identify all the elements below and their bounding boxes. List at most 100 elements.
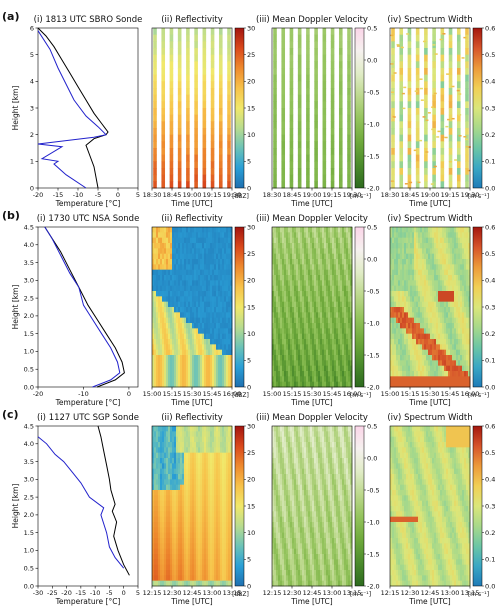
data-stripe xyxy=(289,101,294,109)
data-cell xyxy=(198,365,201,372)
data-stripe xyxy=(289,34,294,42)
data-cell xyxy=(450,301,453,308)
data-stripe xyxy=(399,174,404,182)
data-cell xyxy=(406,280,409,287)
data-cell xyxy=(444,237,447,244)
data-cell xyxy=(348,349,351,356)
data-stripe xyxy=(169,28,174,36)
data-cell xyxy=(428,328,431,335)
data-cell xyxy=(350,360,353,367)
data-stripe xyxy=(465,128,469,136)
data-cell xyxy=(208,264,211,271)
data-cell xyxy=(316,355,319,361)
data-cell xyxy=(186,344,189,351)
data-cell xyxy=(162,554,165,560)
colorbar-tick-label: 30 xyxy=(247,223,255,231)
data-cell xyxy=(332,253,335,260)
data-cell xyxy=(428,376,431,383)
data-cell xyxy=(444,296,447,303)
data-cell xyxy=(326,264,329,271)
data-cell xyxy=(418,333,421,340)
data-cell xyxy=(210,349,213,356)
data-stripe xyxy=(330,161,335,169)
data-stripe xyxy=(273,54,277,62)
data-cell xyxy=(462,355,465,361)
data-cell xyxy=(308,301,311,308)
y-tick-label: 3.5 xyxy=(24,458,34,466)
data-cell xyxy=(194,333,197,340)
data-cell xyxy=(396,269,399,276)
data-cell xyxy=(336,237,339,244)
data-cell xyxy=(170,490,173,496)
data-cell xyxy=(340,285,343,292)
data-cell xyxy=(422,232,425,239)
data-cell xyxy=(396,376,399,383)
data-cell xyxy=(416,259,419,265)
x-tick-label: 19:00 xyxy=(303,191,322,199)
data-stripe xyxy=(432,134,436,142)
data-cell xyxy=(340,232,343,239)
data-cell xyxy=(456,328,459,335)
data-speck xyxy=(463,135,467,138)
data-stripe xyxy=(432,101,436,109)
data-cell xyxy=(184,371,187,377)
data-cell xyxy=(166,511,169,518)
data-cell xyxy=(154,532,157,539)
data-cell xyxy=(308,323,311,329)
data-cell xyxy=(290,344,293,351)
data-cell xyxy=(338,371,341,377)
x-tick-label: 18:45 xyxy=(283,191,302,199)
data-cell xyxy=(308,269,311,276)
data-cell xyxy=(184,280,187,287)
data-cell xyxy=(210,269,213,276)
data-cell xyxy=(444,355,447,361)
data-stripe xyxy=(347,81,351,89)
data-stripe xyxy=(186,108,190,116)
data-cell xyxy=(462,344,465,351)
data-cell xyxy=(168,317,171,324)
data-cell xyxy=(454,339,457,345)
data-cell xyxy=(302,312,305,319)
data-cell xyxy=(164,344,167,351)
data-cell xyxy=(344,280,347,287)
data-cell xyxy=(272,253,275,260)
data-stripe xyxy=(273,181,277,189)
data-cell xyxy=(326,307,329,313)
data-cell xyxy=(400,333,403,340)
data-cell xyxy=(166,248,169,255)
data-cell xyxy=(408,349,411,356)
data-cell xyxy=(426,323,429,329)
data-cell xyxy=(350,291,353,297)
data-stripe xyxy=(210,94,215,102)
data-cell xyxy=(166,522,169,528)
data-cell xyxy=(166,580,169,587)
data-stripe xyxy=(297,94,302,102)
data-cell xyxy=(226,285,229,292)
data-cell xyxy=(306,312,309,319)
data-cell xyxy=(156,527,159,534)
data-cell xyxy=(410,371,413,377)
data-cell xyxy=(168,463,171,470)
data-cell xyxy=(468,355,471,361)
data-cell xyxy=(458,333,461,340)
data-cell xyxy=(168,264,171,271)
data-cell xyxy=(174,269,177,276)
data-cell xyxy=(184,296,187,303)
data-cell xyxy=(154,344,157,351)
data-speck xyxy=(419,78,423,80)
data-cell xyxy=(330,243,333,249)
data-stripe xyxy=(440,128,445,136)
data-cell xyxy=(198,323,201,329)
data-cell xyxy=(194,365,197,372)
data-cell xyxy=(182,328,185,335)
data-cell xyxy=(192,301,195,308)
data-cell xyxy=(300,360,303,367)
data-cell xyxy=(286,349,289,356)
data-cell xyxy=(170,436,173,443)
data-cell xyxy=(156,538,159,544)
data-stripe xyxy=(347,41,351,49)
data-cell xyxy=(442,280,445,287)
data-cell xyxy=(348,264,351,271)
data-cell xyxy=(452,307,455,313)
data-cell xyxy=(200,291,203,297)
